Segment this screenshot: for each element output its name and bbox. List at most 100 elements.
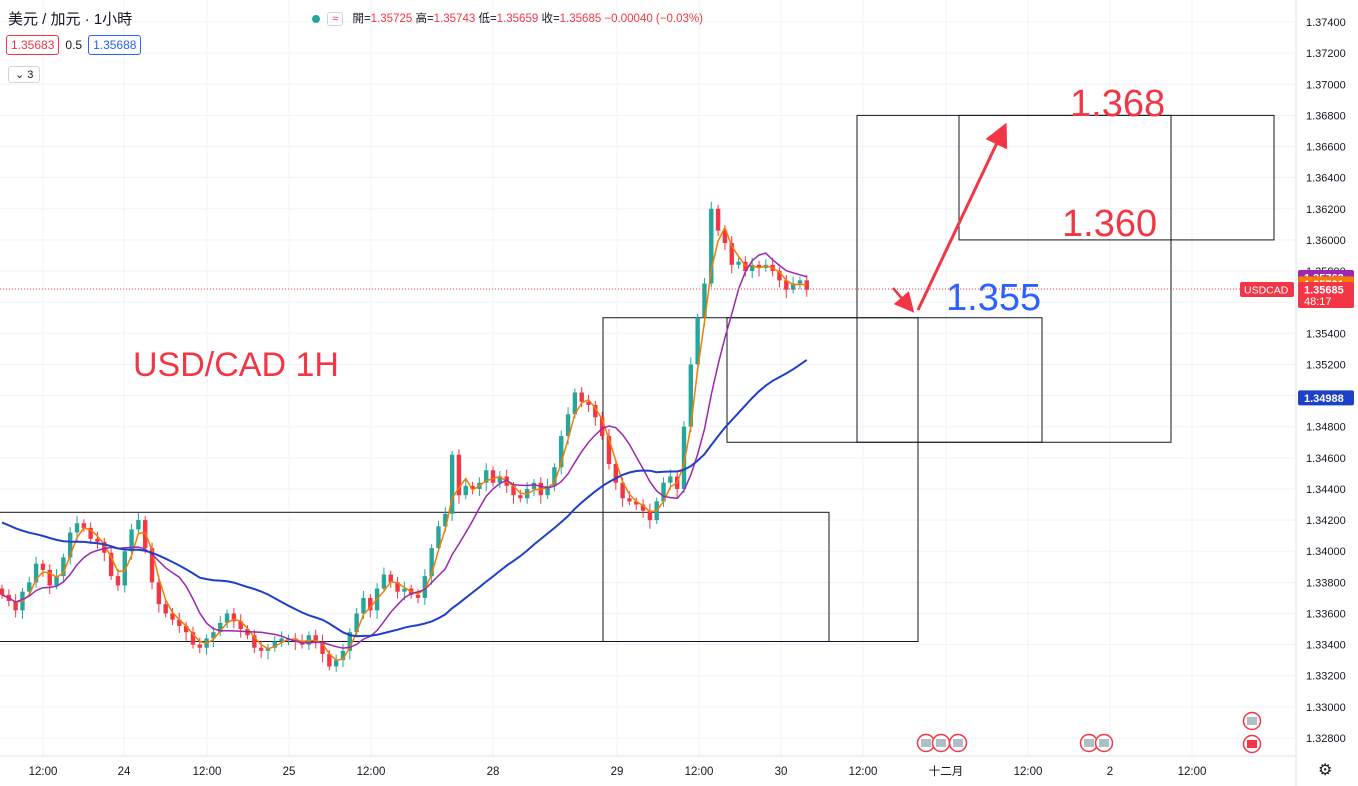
candle-body (33, 563, 39, 583)
candle-body (415, 594, 421, 598)
candle-body (279, 638, 284, 642)
candle-body (722, 230, 728, 244)
y-tick-label: 1.33400 (1306, 640, 1346, 652)
arrow-down (892, 287, 915, 313)
candle-body (156, 582, 162, 605)
y-tick-label: 1.32800 (1306, 733, 1346, 745)
candle-body (218, 622, 223, 633)
candle-body (579, 392, 584, 402)
event-flag-fill (1247, 740, 1257, 748)
compare-pill[interactable]: ≈ (327, 11, 344, 26)
candle-body (231, 613, 237, 622)
candle-body (736, 261, 741, 265)
arrow-up (916, 122, 1008, 311)
target-annotation-1368: 1.368 (1070, 83, 1165, 125)
level-box (0, 511, 830, 642)
candle-body (627, 498, 632, 502)
indicator-toggle-button[interactable]: ⌄ 3 (8, 66, 41, 83)
candle-body (40, 563, 46, 570)
candle-body (593, 404, 598, 418)
candle-body (797, 280, 803, 284)
sell-button[interactable]: 1.35683 (6, 35, 60, 55)
open-label: 開= (352, 13, 371, 25)
candle-body (620, 482, 625, 499)
spread-value: 0.5 (65, 38, 83, 52)
y-tick-label: 1.37000 (1306, 79, 1346, 91)
chart-grid (0, 0, 1296, 756)
candle-body (238, 621, 243, 630)
candle-body (129, 529, 134, 552)
y-tick-label: 1.36800 (1306, 110, 1346, 122)
candle-body (13, 601, 18, 611)
candle-body (61, 557, 66, 577)
candle-body (333, 660, 339, 667)
event-flag-fill (953, 739, 963, 747)
candle-body (95, 538, 100, 542)
candles (0, 201, 809, 672)
candle-body (490, 470, 496, 483)
candle-body (88, 527, 93, 539)
ma-mid-line (1, 252, 808, 649)
price-label: 1.35685 (1304, 284, 1344, 296)
candle-body (531, 482, 537, 489)
market-status-icon (312, 14, 320, 23)
high-label: 高= (415, 13, 434, 25)
candle-body (68, 532, 73, 558)
change-value: −0.00040 (−0.03%) (604, 13, 703, 25)
y-tick-label: 1.33800 (1306, 577, 1346, 589)
candle-body (511, 485, 516, 496)
price-label-bg (1298, 390, 1354, 406)
candle-body (402, 588, 407, 592)
y-tick-label: 1.36200 (1306, 204, 1346, 216)
candle-body (606, 436, 612, 465)
x-tick-label: 30 (775, 766, 788, 778)
symbol-title[interactable]: 美元 / 加元 · 1小時 (8, 11, 133, 28)
x-tick-label: 12:00 (1178, 766, 1207, 778)
buy-button[interactable]: 1.35688 (88, 35, 142, 55)
candle-body (54, 576, 59, 586)
candle-body (456, 454, 462, 496)
candle-body (586, 401, 591, 405)
target-annotation-1360: 1.360 (1062, 203, 1157, 245)
event-flag-fill (921, 739, 931, 747)
open-value: 1.35725 (370, 13, 413, 25)
candle-body (715, 208, 721, 231)
candle-body (463, 485, 468, 496)
symbol-tag-bg (1240, 281, 1294, 297)
event-flag-fill (1247, 717, 1257, 725)
candle-body (320, 641, 325, 654)
time-axis: 12:00 24 12:00 25 12:00 28 29 12:00 30 12:00 十二月 12… (0, 755, 1296, 778)
candle-body (108, 552, 114, 577)
candle-body (695, 317, 700, 365)
candle-body (599, 417, 605, 437)
candle-body (449, 454, 455, 514)
candle-body (790, 283, 796, 290)
candle-body (436, 526, 441, 549)
candle-body (122, 551, 127, 586)
high-value: 1.35743 (433, 13, 476, 25)
candle-body (347, 632, 353, 651)
support-annotation-1355: 1.355 (946, 277, 1041, 319)
candle-body (777, 271, 782, 281)
candle-body (681, 426, 687, 489)
candle-body (484, 470, 489, 483)
candle-body (183, 625, 189, 633)
candle-body (668, 476, 673, 483)
gear-icon[interactable]: ⚙ (1318, 762, 1333, 779)
y-tick-label: 1.33600 (1306, 608, 1346, 620)
x-tick-label: 12:00 (193, 766, 222, 778)
candle-body (388, 574, 393, 583)
y-tick-label: 1.37400 (1306, 17, 1346, 29)
candle-body (688, 364, 694, 427)
candle-body (661, 482, 666, 502)
candle-body (27, 582, 32, 592)
candle-body (647, 510, 653, 521)
candle-body (709, 208, 714, 284)
candle-body (361, 597, 366, 614)
x-tick-label: 12:00 (29, 766, 58, 778)
candle-body (163, 604, 168, 614)
candle-body (634, 501, 639, 505)
low-value: 1.35659 (496, 13, 539, 25)
moving-averages (1, 225, 808, 661)
